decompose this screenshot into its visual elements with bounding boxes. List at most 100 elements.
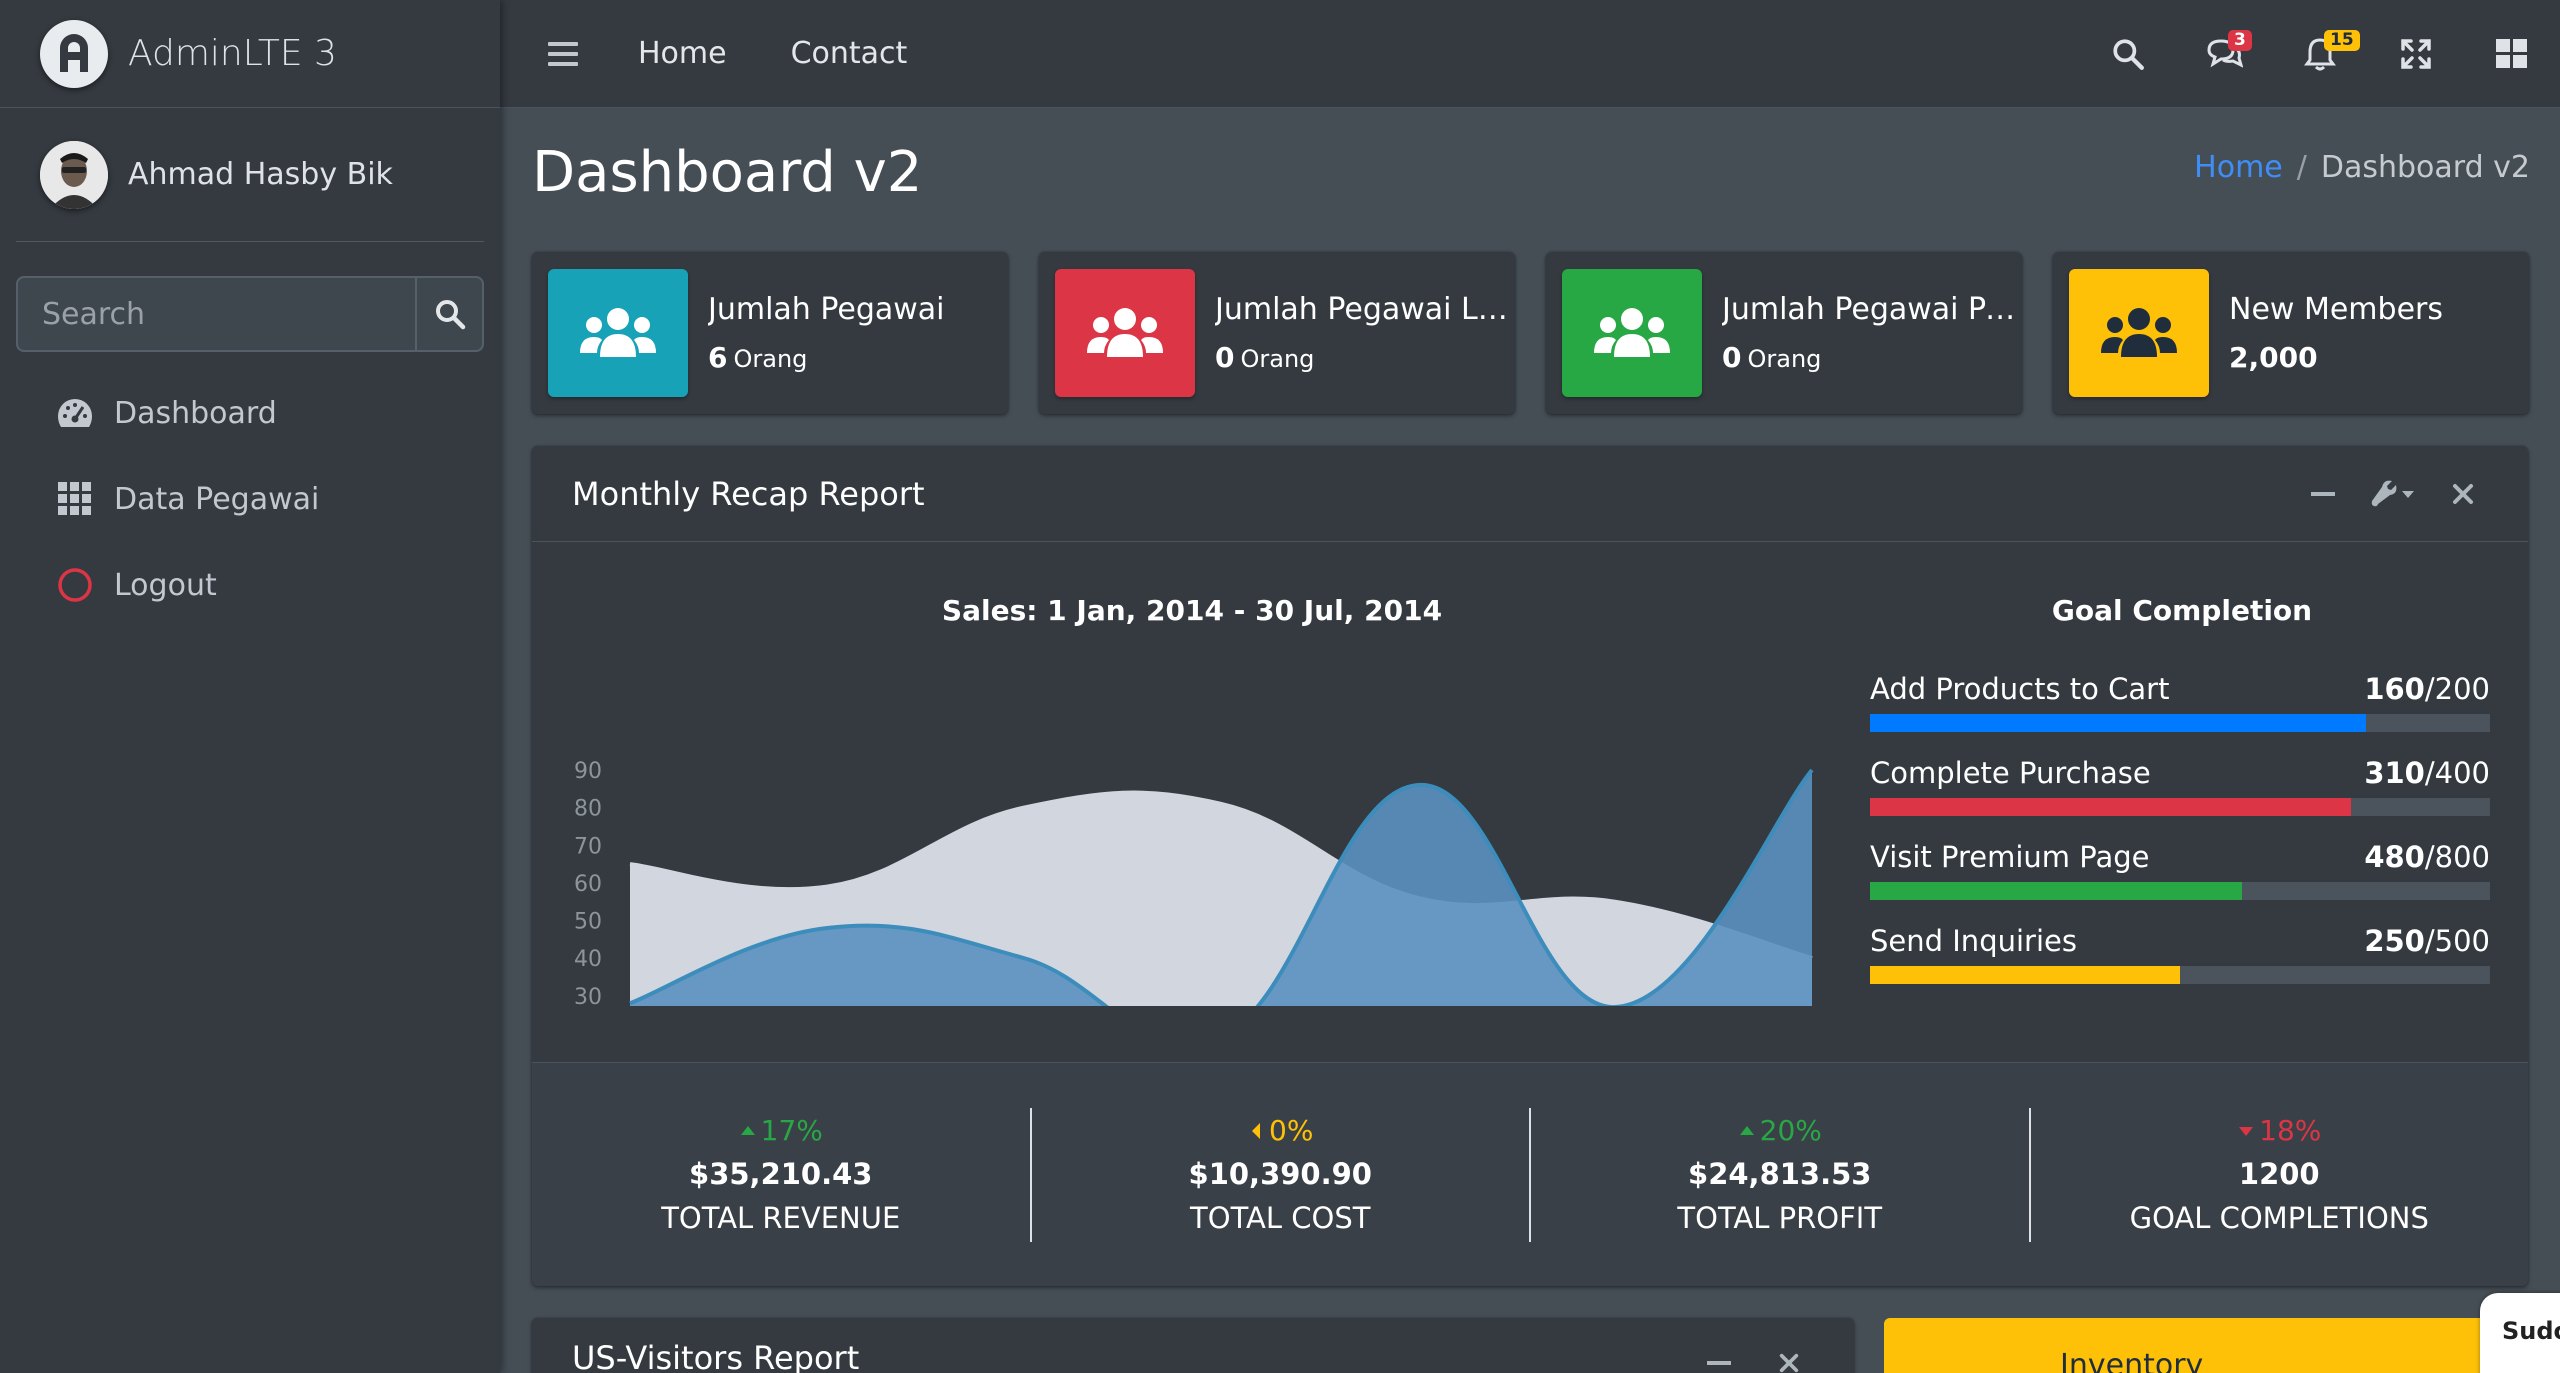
sidebar-item-dashboard[interactable]: Dashboard [0,370,500,456]
goal-completion-title: Goal Completion [2051,594,2313,627]
y-tick-label: 30 [574,985,602,1006]
collapse-button[interactable] [2288,464,2358,524]
card-header: Monthly Recap Report [532,446,2528,542]
description-label: TOTAL REVENUE [661,1201,901,1235]
nav-link-contact[interactable]: Contact [790,36,908,71]
caret-down-icon [2402,491,2414,498]
card-footer: 17% $35,210.43 TOTAL REVENUE 0% $10,390.… [532,1062,2528,1286]
info-box-number: 0 Orang [1722,341,1822,374]
info-box-text: Jumlah Pegawai Laki-laki [1215,292,1515,327]
inventory-info-box: Inventory [1884,1318,2544,1373]
remove-button[interactable] [1754,1333,1824,1373]
progress-group: Complete Purchase 310/400 [1870,756,2490,816]
users-icon [1594,308,1670,357]
collapse-button[interactable] [1684,1333,1754,1373]
y-tick-label: 40 [574,947,602,972]
card-title: Monthly Recap Report [572,474,925,513]
caret-down-icon [2239,1127,2254,1136]
sidebar-nav: Dashboard Data Pegawai Logout [0,370,500,628]
close-icon [1779,1353,1799,1373]
progress-group: Visit Premium Page 480/800 [1870,840,2490,900]
info-box-icon [548,269,688,397]
hamburger-icon [548,41,578,66]
progress-bar-fill [1870,798,2351,816]
description-percentage: 18% [2031,1114,2529,1147]
y-tick-label: 80 [574,797,602,822]
progress-bar [1870,714,2490,732]
sidebar-item-label: Dashboard [114,395,277,431]
progress-value: 310/400 [2364,756,2490,790]
navbar-search-button[interactable] [2080,0,2176,108]
description-label: TOTAL COST [1190,1201,1371,1235]
expand-arrows-icon [2401,39,2431,69]
notifications-badge: 15 [2324,30,2360,51]
info-box-icon [2069,269,2209,397]
notifications-dropdown[interactable]: 15 [2272,0,2368,108]
control-sidebar-button[interactable] [2464,0,2560,108]
card-tools [1684,1318,1824,1373]
caret-up-icon [1739,1126,1754,1135]
series-1-line [629,790,1813,961]
description-amount: $10,390.90 [1188,1157,1372,1191]
messages-dropdown[interactable]: 3 [2176,0,2272,108]
breadcrumb-home[interactable]: Home [2194,150,2283,185]
users-icon [580,308,656,357]
circle-icon [56,566,94,604]
sidebar-item-data-pegawai[interactable]: Data Pegawai [0,456,500,542]
progress-label: Complete Purchase [1870,756,2151,790]
sidebar-item-logout[interactable]: Logout [0,542,500,628]
info-box-icon [1562,269,1702,397]
y-tick-label: 50 [574,910,602,935]
description-label: TOTAL PROFIT [1677,1201,1883,1235]
minus-icon [1707,1361,1731,1365]
top-navbar: Home Contact 3 15 [500,0,2560,108]
progress-value: 480/800 [2364,840,2490,874]
content-wrapper: Dashboard v2 Home / Dashboard v2 Jumlah Pe… [500,108,2560,1373]
search-button[interactable] [415,276,484,352]
progress-value: 250/500 [2364,924,2490,958]
progress-value: 160/200 [2364,672,2490,706]
navbar-right: 3 15 [2080,0,2560,108]
fullscreen-button[interactable] [2368,0,2464,108]
messages-badge: 3 [2228,30,2252,51]
progress-label: Add Products to Cart [1870,672,2170,706]
brand-text: AdminLTE 3 [128,33,337,74]
us-visitors-card: US-Visitors Report [532,1318,1854,1373]
monthly-recap-card: Monthly Recap Report Sales: 1 Jan, 2014 … [532,446,2528,1286]
progress-bar [1870,798,2490,816]
avatar[interactable] [40,140,108,209]
brand-link[interactable]: AdminLTE 3 [0,0,500,108]
series-2-area [630,770,1812,1006]
breadcrumb-current: Dashboard v2 [2320,150,2530,185]
progress-label: Send Inquiries [1870,924,2077,958]
info-box-text: New Members [2229,292,2443,327]
info-box-jumlah-pegawai: Jumlah Pegawai 6 Orang [532,252,1008,414]
info-box-text: Jumlah Pegawai [708,292,945,327]
search-input[interactable] [16,276,415,352]
page-title: Dashboard v2 [532,140,923,205]
user-name[interactable]: Ahmad Hasby Bik [128,157,393,192]
close-icon [2453,484,2473,504]
info-box-icon [1055,269,1195,397]
breadcrumb: Home / Dashboard v2 [2194,150,2530,185]
breadcrumb-separator: / [2296,150,2307,185]
series-2-line [629,768,1814,1006]
main-sidebar: AdminLTE 3 Ahmad Hasby Bik [0,0,500,1373]
users-icon [2101,308,2177,357]
info-box-number: 2,000 [2229,341,2318,374]
th-large-icon [2496,39,2527,68]
info-box-number: 0 Orang [1215,341,1315,374]
floating-tooltip[interactable]: Sudo [2480,1293,2560,1373]
nav-link-home[interactable]: Home [638,36,727,71]
grid-icon [56,480,94,518]
menu-toggle-button[interactable] [544,34,584,74]
sidebar-search [16,276,484,352]
sales-area-chart: 102030405060708090JanuaryFebruaryMarchAp… [574,759,1814,1006]
tools-dropdown-button[interactable] [2358,464,2428,524]
description-block-profit: 20% $24,813.53 TOTAL PROFIT [1531,1107,2031,1242]
users-icon [1087,308,1163,357]
progress-group: Add Products to Cart 160/200 [1870,672,2490,732]
y-tick-label: 90 [574,759,602,784]
remove-button[interactable] [2428,464,2498,524]
